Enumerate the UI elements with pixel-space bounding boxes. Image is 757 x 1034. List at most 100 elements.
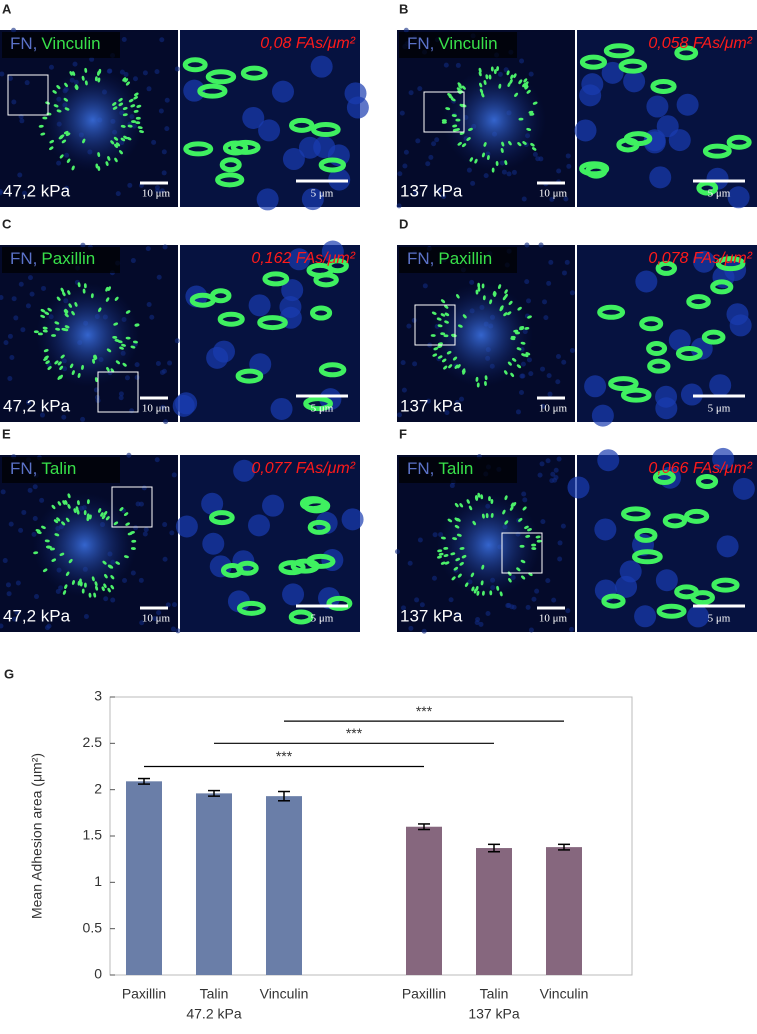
adhesion <box>60 287 65 293</box>
pattern-dot <box>540 519 546 525</box>
pattern-dot <box>161 368 167 374</box>
pattern-dot <box>183 79 206 102</box>
pattern-dot <box>584 375 607 398</box>
adhesion <box>197 83 228 99</box>
adhesion <box>56 109 62 113</box>
adhesion <box>620 387 652 403</box>
adhesion <box>488 74 492 80</box>
adhesion <box>451 576 456 581</box>
adhesion <box>124 555 129 559</box>
adhesion <box>76 500 80 506</box>
adhesion <box>137 126 143 130</box>
bar <box>196 793 232 975</box>
adhesion <box>47 307 52 312</box>
pattern-dot <box>444 410 450 416</box>
adhesion <box>55 327 61 331</box>
adhesion <box>68 558 73 564</box>
adhesion <box>525 534 531 538</box>
adhesion <box>299 496 327 512</box>
pattern-dot <box>426 398 432 404</box>
pattern-dot <box>421 628 427 634</box>
adhesion <box>469 157 474 162</box>
cell <box>436 493 541 597</box>
adhesion <box>477 282 481 288</box>
pattern-dot <box>44 625 50 631</box>
adhesion <box>468 127 473 132</box>
stiffness: 137 kPa <box>400 396 463 415</box>
bar <box>126 781 162 975</box>
adhesion <box>102 560 107 565</box>
pattern-dot <box>282 148 305 171</box>
adhesion <box>444 312 450 317</box>
adhesion <box>205 69 237 85</box>
label-bg <box>399 32 517 58</box>
adhesion <box>125 310 131 314</box>
adhesion <box>67 493 71 499</box>
panel-letter: E <box>2 426 11 441</box>
pattern-dot <box>262 494 285 517</box>
pattern-dot <box>159 188 165 194</box>
stain-name: Paxillin <box>438 249 492 268</box>
pattern-dot <box>134 362 140 368</box>
adhesion <box>436 317 442 321</box>
pattern-dot <box>546 373 552 379</box>
pattern-dot <box>656 115 679 138</box>
adhesion <box>483 142 487 147</box>
pattern-dot <box>509 604 515 610</box>
pattern-dot <box>732 477 755 500</box>
pattern-dot <box>12 616 18 622</box>
adhesion <box>42 329 48 333</box>
adhesion <box>432 353 438 357</box>
adhesion <box>468 505 473 511</box>
adhesion <box>444 320 449 324</box>
adhesion <box>108 564 114 569</box>
error-bar <box>488 843 500 853</box>
pattern-dot <box>668 329 691 352</box>
adhesion <box>54 360 59 365</box>
adhesion <box>506 70 510 76</box>
adhesion <box>493 69 497 75</box>
adhesion <box>504 289 508 294</box>
pattern-dot <box>161 170 167 176</box>
pattern-dot <box>556 456 562 462</box>
pattern-dot <box>519 58 525 64</box>
stain-name: Talin <box>41 459 76 478</box>
adhesion <box>125 522 130 526</box>
pattern-dot <box>118 391 124 397</box>
pattern-dot <box>555 353 561 359</box>
adhesion <box>105 297 110 302</box>
pattern-dot <box>34 594 40 600</box>
pattern-dot <box>526 298 532 304</box>
adhesion <box>710 279 734 295</box>
stain-label: FN, Paxillin <box>10 249 95 268</box>
inset-box <box>97 371 139 413</box>
adhesion <box>107 156 111 161</box>
adhesion <box>120 137 126 142</box>
y-tick-label: 0.5 <box>83 919 103 935</box>
pattern-dot <box>649 166 672 189</box>
pattern-dot <box>437 187 443 193</box>
adhesion <box>103 511 108 516</box>
pattern-dot <box>546 280 552 286</box>
pattern-dot <box>341 508 364 531</box>
scale-label: 10 μm <box>539 188 568 200</box>
pattern-dot <box>402 163 408 169</box>
pattern-dot <box>448 597 454 603</box>
adhesion <box>521 353 526 357</box>
pattern-dot <box>202 532 225 555</box>
pattern-dot <box>408 90 414 96</box>
stain-label: FN, Talin <box>407 459 473 478</box>
pattern-dot <box>634 605 657 628</box>
adhesion <box>481 590 485 596</box>
adhesion <box>123 512 129 516</box>
adhesion <box>59 365 64 370</box>
pattern-dot <box>565 608 571 614</box>
pattern-dot <box>7 75 13 81</box>
adhesion <box>74 85 78 91</box>
x-tick-label: Vinculin <box>260 986 309 1002</box>
adhesion <box>647 358 671 374</box>
adhesion <box>98 508 102 513</box>
adhesion <box>507 311 512 316</box>
pattern-dot <box>25 303 31 309</box>
adhesion <box>215 172 245 188</box>
